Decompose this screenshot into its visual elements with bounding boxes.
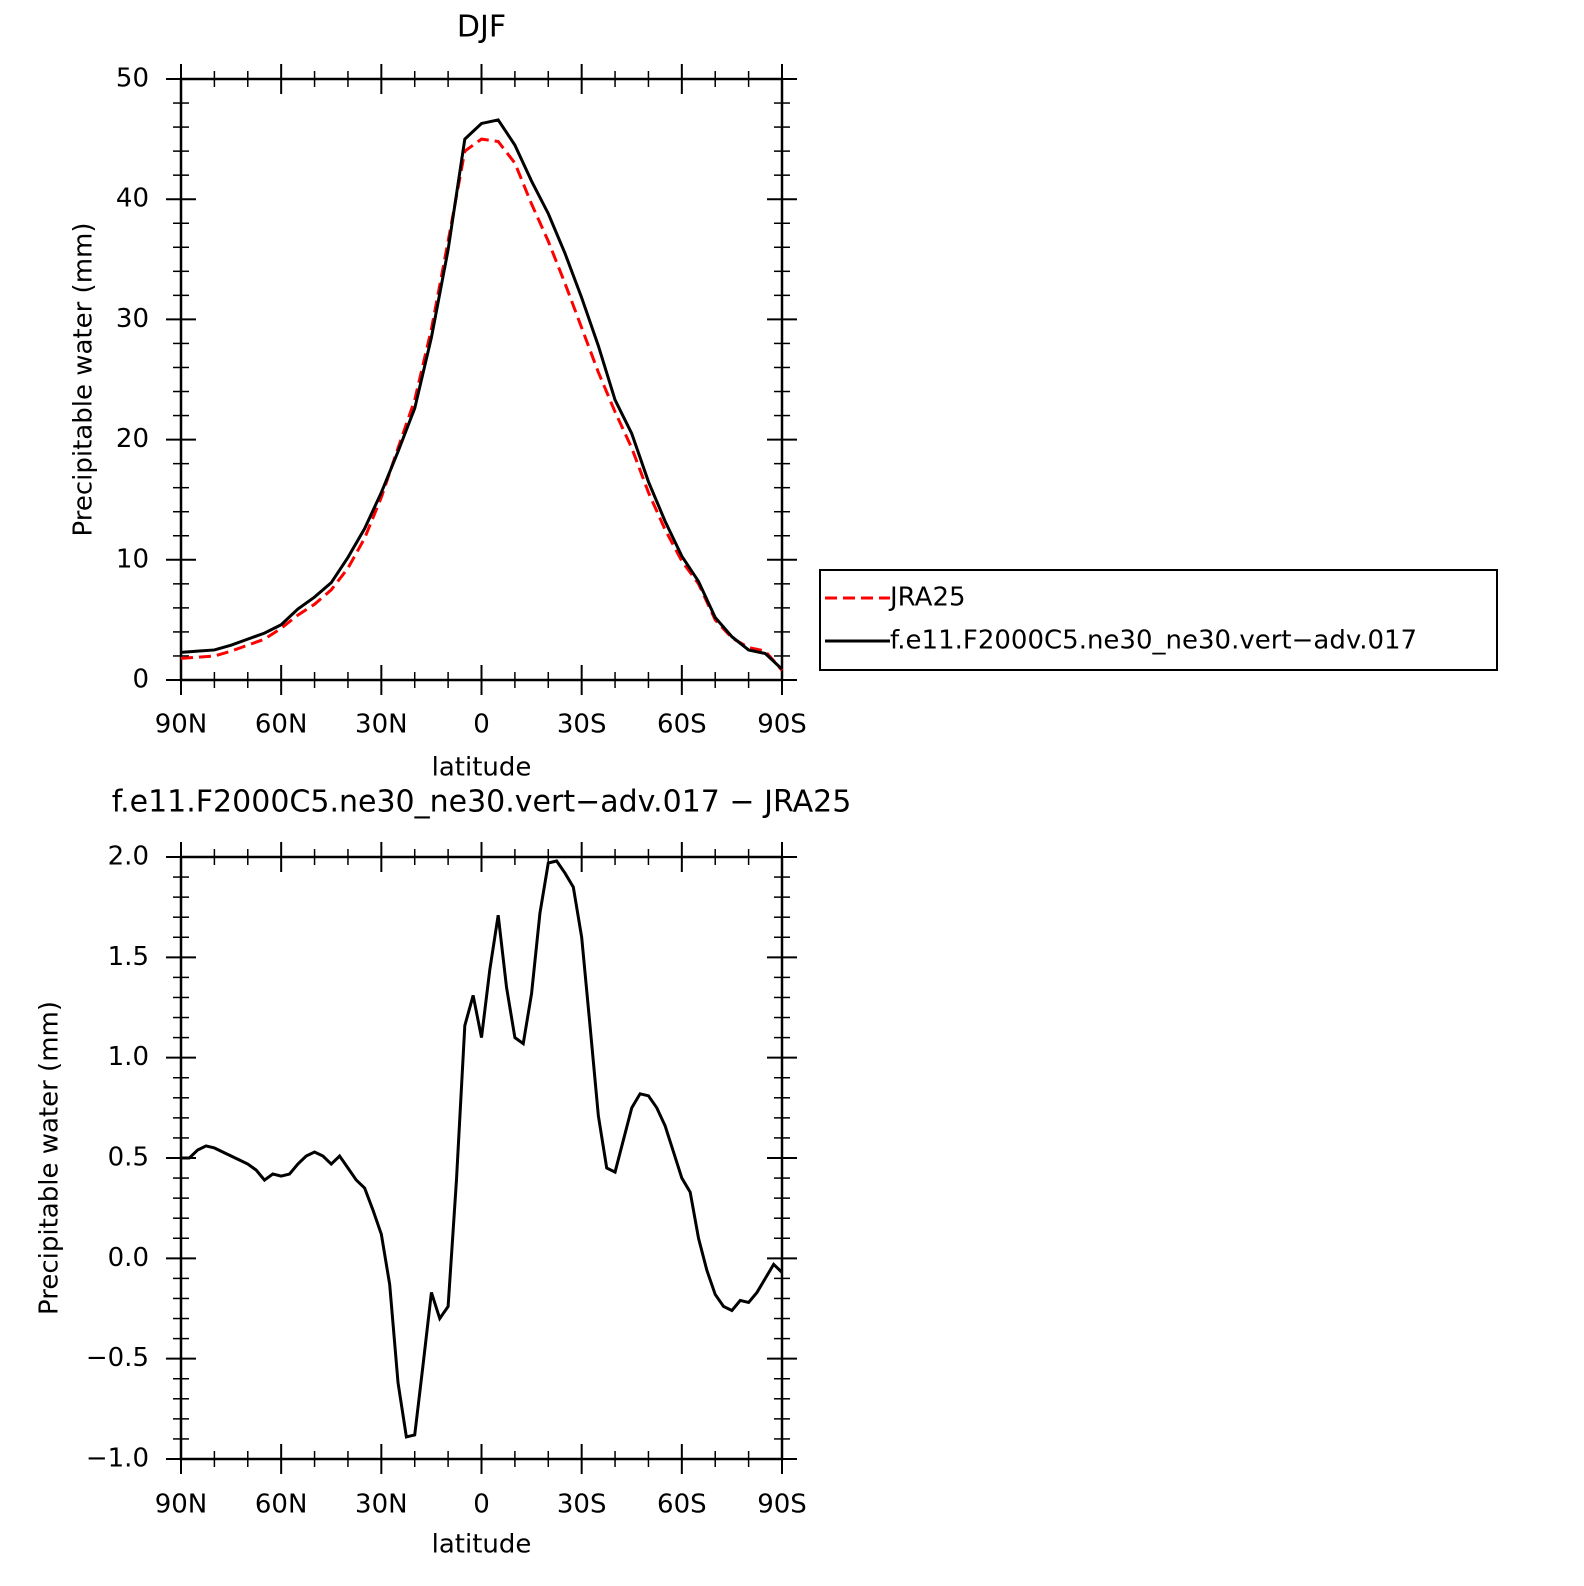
y-tick-label: 50: [116, 64, 149, 94]
y-tick-label: 10: [116, 544, 149, 574]
y-tick-label: 0: [132, 665, 149, 695]
x-tick-label: 90S: [757, 1490, 807, 1520]
y-tick-label: 30: [116, 304, 149, 334]
plot-frame: [179, 77, 784, 682]
x-tick-label: 0: [473, 1490, 490, 1520]
x-tick-label: 30N: [355, 710, 408, 740]
x-tick-label: 30S: [557, 710, 607, 740]
x-tick-label: 30S: [557, 1490, 607, 1520]
x-tick-label: 90N: [155, 1490, 208, 1520]
x-tick-label: 60S: [657, 1490, 707, 1520]
data-line: [181, 859, 784, 1439]
chart-title: DJF: [457, 10, 506, 45]
y-tick-label: 0.0: [108, 1243, 149, 1273]
x-axis-label: latitude: [432, 1530, 532, 1560]
y-axis-label: Precipitable water (mm): [35, 1001, 65, 1315]
x-tick-label: 0: [473, 710, 490, 740]
chart-title: f.e11.F2000C5.ne30_ne30.vert−adv.017 − J…: [112, 785, 852, 820]
x-tick-label: 60N: [255, 710, 308, 740]
x-axis-label: latitude: [432, 753, 532, 783]
y-tick-label: −0.5: [86, 1343, 149, 1373]
data-line: [180, 118, 784, 671]
legend-label: f.e11.F2000C5.ne30_ne30.vert−adv.017: [890, 626, 1417, 656]
legend-box: [819, 569, 1498, 671]
x-tick-label: 90S: [757, 710, 807, 740]
y-tick-label: 40: [116, 184, 149, 214]
x-tick-label: 90N: [155, 710, 208, 740]
y-tick-label: 2.0: [108, 842, 149, 872]
x-tick-label: 60S: [657, 710, 707, 740]
plot-frame: [179, 855, 784, 1461]
x-tick-label: 30N: [355, 1490, 408, 1520]
y-tick-label: −1.0: [86, 1444, 149, 1474]
legend-label: JRA25: [888, 583, 966, 613]
y-tick-label: 0.5: [108, 1143, 149, 1173]
y-tick-label: 1.5: [108, 942, 149, 972]
data-line: [180, 137, 784, 672]
x-tick-label: 60N: [255, 1490, 308, 1520]
y-tick-label: 20: [116, 424, 149, 454]
y-axis-label: Precipitable water (mm): [69, 223, 99, 537]
y-tick-label: 1.0: [108, 1042, 149, 1072]
